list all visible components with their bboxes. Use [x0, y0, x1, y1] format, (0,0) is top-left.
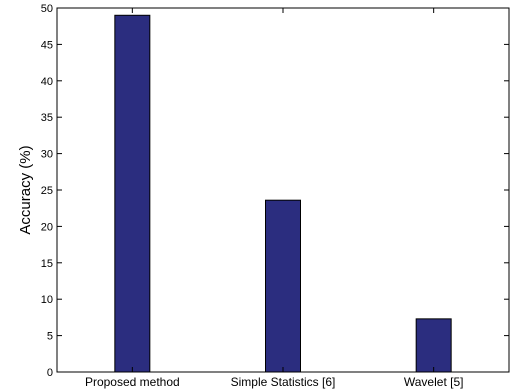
y-tick-label: 25	[41, 185, 53, 197]
bar-1	[114, 14, 151, 373]
y-tick-label: 0	[47, 367, 53, 379]
y-tick-label: 35	[41, 112, 53, 124]
y-tick-label: 40	[41, 76, 53, 88]
y-tick-label: 20	[41, 221, 53, 233]
y-tick-label: 5	[47, 331, 53, 343]
y-axis-label: Accuracy (%)	[17, 145, 34, 234]
x-category-label: Wavelet [5]	[404, 375, 464, 389]
x-category-label: Proposed method	[85, 375, 180, 389]
y-tick-label: 15	[41, 258, 53, 270]
bar-3	[415, 318, 452, 373]
bars-group	[114, 14, 452, 373]
x-category-label: Simple Statistics [6]	[231, 375, 336, 389]
y-axis-ticks: 0 5 10 15 20 25 30 35 40 45 50	[41, 3, 509, 379]
y-tick-label: 50	[41, 3, 53, 15]
bar-2	[265, 199, 301, 373]
x-axis-ticks: Proposed method Simple Statistics [6] Wave…	[85, 8, 463, 389]
y-tick-label: 30	[41, 149, 53, 161]
y-tick-label: 45	[41, 39, 53, 51]
y-tick-label: 10	[41, 294, 53, 306]
